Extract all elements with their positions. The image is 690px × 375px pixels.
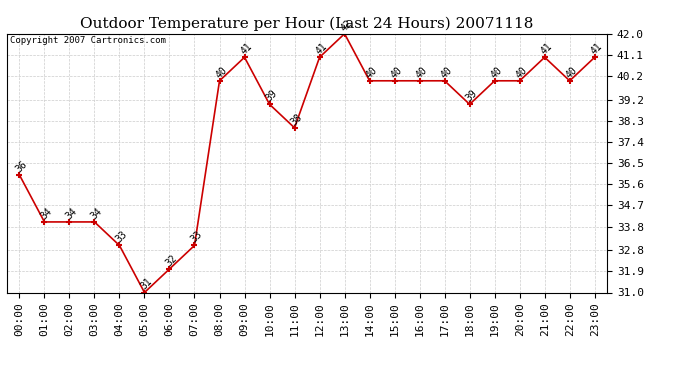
Text: 40: 40 xyxy=(389,64,404,80)
Text: 33: 33 xyxy=(189,229,204,244)
Text: 42: 42 xyxy=(339,18,355,33)
Text: 39: 39 xyxy=(464,88,480,104)
Text: 36: 36 xyxy=(14,159,29,174)
Text: 41: 41 xyxy=(589,41,604,57)
Text: 34: 34 xyxy=(39,206,55,221)
Text: 40: 40 xyxy=(364,64,380,80)
Text: 40: 40 xyxy=(514,64,529,80)
Text: 34: 34 xyxy=(64,206,79,221)
Text: 33: 33 xyxy=(114,229,129,244)
Text: Copyright 2007 Cartronics.com: Copyright 2007 Cartronics.com xyxy=(10,36,166,45)
Text: 40: 40 xyxy=(564,64,580,80)
Text: 41: 41 xyxy=(239,41,255,57)
Text: 38: 38 xyxy=(289,112,304,127)
Text: 40: 40 xyxy=(414,64,429,80)
Text: 41: 41 xyxy=(539,41,555,57)
Text: 32: 32 xyxy=(164,253,179,268)
Text: 31: 31 xyxy=(139,276,155,292)
Text: 40: 40 xyxy=(214,64,229,80)
Text: 39: 39 xyxy=(264,88,279,104)
Text: 40: 40 xyxy=(489,64,504,80)
Text: 34: 34 xyxy=(89,206,104,221)
Text: 41: 41 xyxy=(314,41,329,57)
Title: Outdoor Temperature per Hour (Last 24 Hours) 20071118: Outdoor Temperature per Hour (Last 24 Ho… xyxy=(80,17,534,31)
Text: 40: 40 xyxy=(439,64,455,80)
